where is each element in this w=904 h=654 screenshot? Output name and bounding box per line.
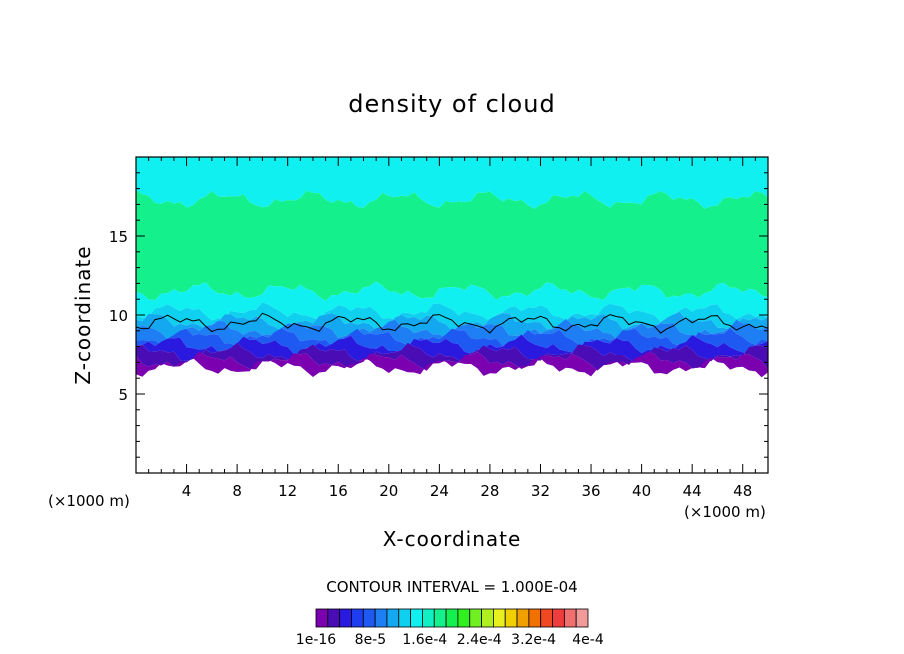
colorbar-label: 2.4e-4 (457, 632, 502, 648)
colorbar-swatch (516, 608, 530, 628)
colorbar-swatch (552, 608, 565, 628)
colorbar-swatch (481, 608, 494, 628)
x-tick-label: 24 (430, 482, 449, 500)
x-unit-label: (×1000 m) (684, 503, 766, 521)
x-tick-label: 36 (581, 482, 600, 500)
colorbar-swatch (540, 608, 553, 628)
colorbar-swatch (492, 608, 506, 628)
x-tick-label: 12 (278, 482, 297, 500)
x-tick-label: 28 (480, 482, 499, 500)
colorbar-swatch (422, 608, 435, 628)
density-band (136, 328, 768, 355)
colorbar-swatch (445, 608, 459, 628)
colorbar-swatch (374, 608, 388, 628)
y-tick-label: 5 (118, 386, 128, 404)
contour-interval-text: CONTOUR INTERVAL = 1.000E-04 (326, 578, 577, 596)
y-tick-label: 15 (109, 228, 128, 246)
x-tick-label: 44 (683, 482, 702, 500)
x-tick-label: 20 (379, 482, 398, 500)
colorbar-swatch (457, 608, 471, 628)
colorbar-label: 1e-16 (296, 632, 336, 648)
plot-area (136, 157, 768, 473)
density-band (136, 319, 768, 346)
colorbar-swatch (504, 608, 518, 628)
x-tick-label: 32 (531, 482, 550, 500)
x-axis-label: X-coordinate (383, 527, 522, 551)
colorbar-swatch (575, 608, 589, 628)
colorbar-swatch (433, 608, 447, 628)
x-tick-label: 40 (632, 482, 651, 500)
colorbar-swatch (410, 608, 423, 628)
colorbar-swatch (351, 608, 364, 628)
x-tick-label: 8 (232, 482, 242, 500)
colorbar-swatch (327, 608, 341, 628)
x-tick-label: 4 (182, 482, 192, 500)
colorbar: 1e-16 8e-5 1.6e-4 2.4e-4 3.2e-4 4e-4 (296, 608, 604, 648)
x-tick-label: 16 (329, 482, 348, 500)
density-bands (136, 157, 768, 378)
colorbar-label: 8e-5 (355, 632, 386, 648)
colorbar-swatch (563, 608, 577, 628)
colorbar-swatch (362, 608, 376, 628)
chart-title: density of cloud (348, 90, 555, 118)
density-band (136, 311, 768, 340)
density-band (136, 302, 768, 332)
density-band (136, 157, 768, 209)
colorbar-swatch (528, 608, 542, 628)
contour-line (136, 312, 768, 334)
y-axis-label: Z-coordinate (71, 245, 95, 384)
colorbar-label: 4e-4 (572, 632, 604, 648)
y-tick-label: 10 (109, 307, 128, 325)
density-band (136, 190, 768, 301)
colorbar-swatch (386, 608, 400, 628)
colorbar-swatch (398, 608, 412, 628)
z-unit-label: (×1000 m) (48, 492, 130, 510)
density-band (136, 351, 768, 378)
density-band (136, 281, 768, 322)
colorbar-swatch (469, 608, 482, 628)
x-tick-label: 48 (733, 482, 752, 500)
colorbar-swatch (315, 608, 329, 628)
colorbar-label: 3.2e-4 (511, 632, 556, 648)
colorbar-swatch (339, 608, 352, 628)
colorbar-label: 1.6e-4 (402, 632, 447, 648)
